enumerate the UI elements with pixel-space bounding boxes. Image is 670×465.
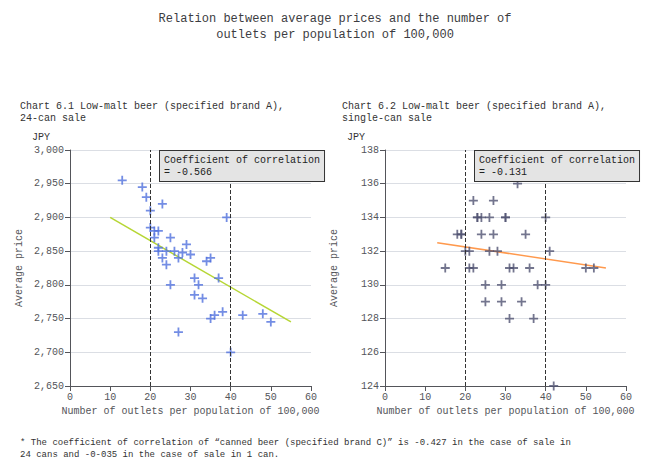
svg-text:JPY: JPY [32, 132, 50, 143]
svg-text:Average price: Average price [14, 229, 25, 307]
svg-text:= -0.131: = -0.131 [479, 167, 527, 178]
svg-text:0: 0 [67, 392, 73, 403]
svg-text:20: 20 [459, 392, 471, 403]
svg-text:132: 132 [361, 246, 379, 257]
svg-text:24-can sale: 24-can sale [20, 113, 86, 124]
svg-text:single-can sale: single-can sale [342, 113, 432, 124]
svg-text:= -0.566: = -0.566 [164, 167, 212, 178]
svg-text:Average price: Average price [329, 229, 340, 307]
svg-text:30: 30 [499, 392, 511, 403]
svg-text:126: 126 [361, 347, 379, 358]
svg-text:Chart 6.1 Low-malt beer (speci: Chart 6.1 Low-malt beer (specified brand… [20, 101, 284, 112]
svg-text:2,650: 2,650 [34, 381, 64, 392]
svg-text:40: 40 [540, 392, 552, 403]
svg-text:2,850: 2,850 [34, 246, 64, 257]
svg-text:50: 50 [265, 392, 277, 403]
svg-text:50: 50 [580, 392, 592, 403]
svg-text:2,900: 2,900 [34, 212, 64, 223]
svg-text:Chart 6.2 Low-malt beer (speci: Chart 6.2 Low-malt beer (specified brand… [342, 101, 606, 112]
svg-text:138: 138 [361, 145, 379, 156]
svg-text:outlets per population of 100,: outlets per population of 100,000 [216, 28, 454, 42]
svg-text:128: 128 [361, 313, 379, 324]
svg-text:Relation between average price: Relation between average prices and the … [159, 12, 512, 26]
svg-text:Coefficient of correlation: Coefficient of correlation [479, 155, 635, 166]
svg-text:2,750: 2,750 [34, 313, 64, 324]
svg-text:24 cans and -0-035 in the case: 24 cans and -0-035 in the case of sale i… [20, 450, 279, 460]
svg-text:20: 20 [144, 392, 156, 403]
svg-text:2,950: 2,950 [34, 178, 64, 189]
svg-text:JPY: JPY [347, 132, 365, 143]
svg-text:124: 124 [361, 381, 379, 392]
svg-text:60: 60 [620, 392, 632, 403]
svg-text:Number of outlets per populati: Number of outlets per population of 100,… [61, 406, 319, 417]
svg-text:0: 0 [382, 392, 388, 403]
svg-text:134: 134 [361, 212, 379, 223]
svg-text:Coefficient of correlation: Coefficient of correlation [164, 155, 320, 166]
svg-text:40: 40 [225, 392, 237, 403]
svg-text:60: 60 [305, 392, 317, 403]
svg-text:Number of outlets per populati: Number of outlets per population of 100,… [376, 406, 634, 417]
svg-text:136: 136 [361, 178, 379, 189]
svg-text:130: 130 [361, 279, 379, 290]
svg-text:2,700: 2,700 [34, 347, 64, 358]
svg-text:2,800: 2,800 [34, 279, 64, 290]
svg-text:10: 10 [419, 392, 431, 403]
svg-text:30: 30 [184, 392, 196, 403]
svg-text:10: 10 [104, 392, 116, 403]
svg-text:* The coefficient of correlati: * The coefficient of correlation of “can… [20, 438, 571, 448]
svg-text:3,000: 3,000 [34, 145, 64, 156]
